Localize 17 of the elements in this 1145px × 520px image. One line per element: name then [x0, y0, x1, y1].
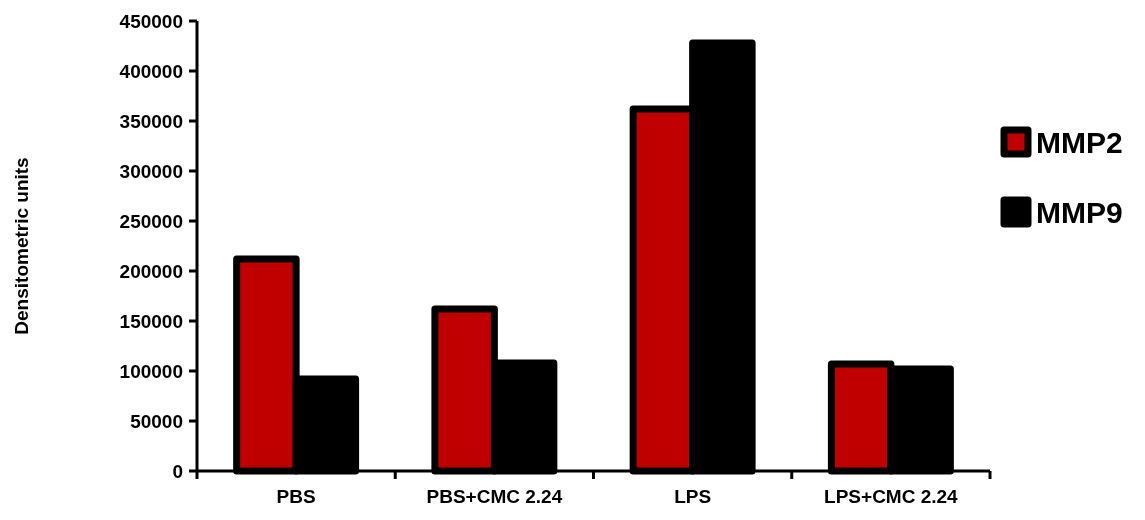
y-axis-title: Densitometric units [11, 157, 32, 335]
y-tick-label: 50000 [130, 410, 183, 432]
legend-label: MMP2 [1036, 125, 1123, 159]
legend-label: MMP9 [1036, 195, 1123, 229]
x-tick-label: LPS+CMC 2.24 [824, 486, 959, 507]
x-tick-label: LPS [674, 486, 712, 507]
y-tick-label: 250000 [119, 210, 183, 232]
y-tick-label: 350000 [119, 110, 183, 132]
x-tick-label: PBS+CMC 2.24 [426, 486, 563, 507]
x-tick-label: PBS [276, 486, 316, 507]
y-tick-label: 450000 [119, 10, 183, 32]
y-tick-label: 400000 [119, 60, 183, 82]
y-tick-label: 100000 [119, 360, 183, 382]
y-tick-label: 0 [172, 460, 183, 482]
y-tick-label: 300000 [119, 160, 183, 182]
y-tick-label: 150000 [119, 310, 183, 332]
y-tick-label: 200000 [119, 260, 183, 282]
